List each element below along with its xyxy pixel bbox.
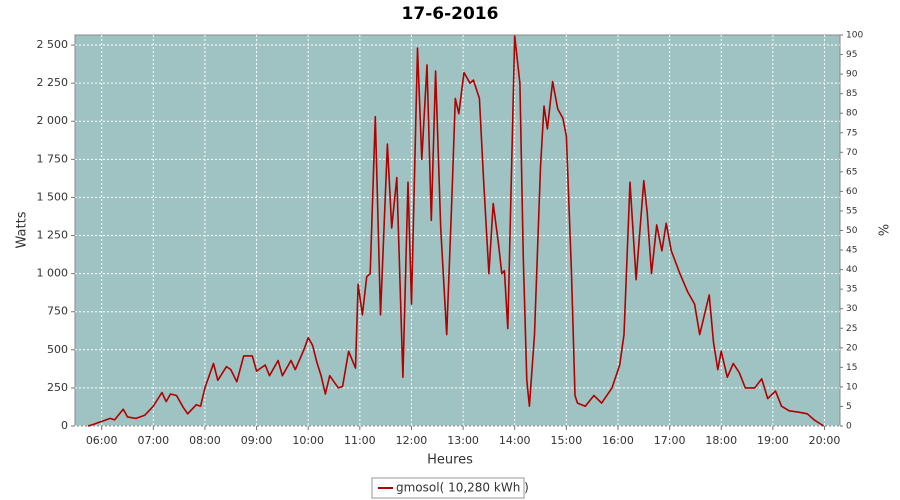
y2-tick-label: 25 xyxy=(846,324,857,334)
y2-tick-label: 45 xyxy=(846,246,857,256)
x-tick-label: 17:00 xyxy=(654,434,686,447)
y2-tick-label: 70 xyxy=(846,148,858,158)
y-axis-title: Watts xyxy=(15,211,30,248)
y-tick-label: 1 500 xyxy=(37,190,69,203)
x-tick-label: 12:00 xyxy=(396,434,428,447)
x-tick-label: 20:00 xyxy=(809,434,841,447)
y-tick-label: 2 250 xyxy=(37,76,69,89)
y2-axis-title: % xyxy=(875,224,890,236)
chart-title: 17-6-2016 xyxy=(402,4,499,24)
y-tick-label: 1 750 xyxy=(37,152,69,165)
y2-tick-label: 60 xyxy=(846,187,858,197)
x-tick-label: 16:00 xyxy=(602,434,634,447)
x-tick-label: 06:00 xyxy=(86,434,118,447)
x-tick-label: 13:00 xyxy=(447,434,479,447)
x-tick-label: 10:00 xyxy=(292,434,324,447)
y-tick-label: 750 xyxy=(47,305,68,318)
y-tick-label: 2 500 xyxy=(37,38,69,51)
y2-tick-label: 95 xyxy=(846,50,857,60)
x-tick-label: 11:00 xyxy=(344,434,376,447)
y2-tick-label: 20 xyxy=(846,343,858,353)
y-tick-label: 0 xyxy=(61,419,68,432)
y-tick-label: 1 250 xyxy=(37,229,69,242)
data-line xyxy=(87,35,825,427)
x-tick-label: 15:00 xyxy=(551,434,583,447)
y2-tick-label: 5 xyxy=(846,402,852,412)
y2-tick-label: 0 xyxy=(846,422,852,432)
y-tick-label: 2 000 xyxy=(37,114,69,127)
y2-tick-label: 55 xyxy=(846,206,857,216)
x-tick-label: 19:00 xyxy=(757,434,789,447)
y2-tick-label: 30 xyxy=(846,304,858,314)
x-tick-label: 07:00 xyxy=(137,434,169,447)
y2-tick-label: 80 xyxy=(846,109,858,119)
y-tick-label: 1 000 xyxy=(37,267,69,280)
y2-tick-label: 85 xyxy=(846,89,857,99)
y-tick-label: 250 xyxy=(47,381,68,394)
legend-label: gmosol( 10,280 kWh ) xyxy=(396,481,529,495)
x-tick-label: 09:00 xyxy=(241,434,273,447)
y2-tick-label: 15 xyxy=(846,363,857,373)
y2-tick-label: 35 xyxy=(846,285,857,295)
y2-tick-label: 50 xyxy=(846,226,858,236)
x-tick-label: 08:00 xyxy=(189,434,221,447)
x-tick-label: 14:00 xyxy=(499,434,531,447)
plot-area xyxy=(74,34,841,427)
y2-tick-label: 10 xyxy=(846,382,858,392)
y2-tick-label: 75 xyxy=(846,128,857,138)
y2-tick-label: 65 xyxy=(846,167,857,177)
y-tick-label: 500 xyxy=(47,343,68,356)
y2-tick-label: 40 xyxy=(846,265,858,275)
x-tick-label: 18:00 xyxy=(705,434,737,447)
x-axis-title: Heures xyxy=(427,453,473,468)
y2-tick-label: 90 xyxy=(846,70,858,80)
legend-box xyxy=(371,477,525,499)
y2-tick-label: 100 xyxy=(846,31,863,41)
